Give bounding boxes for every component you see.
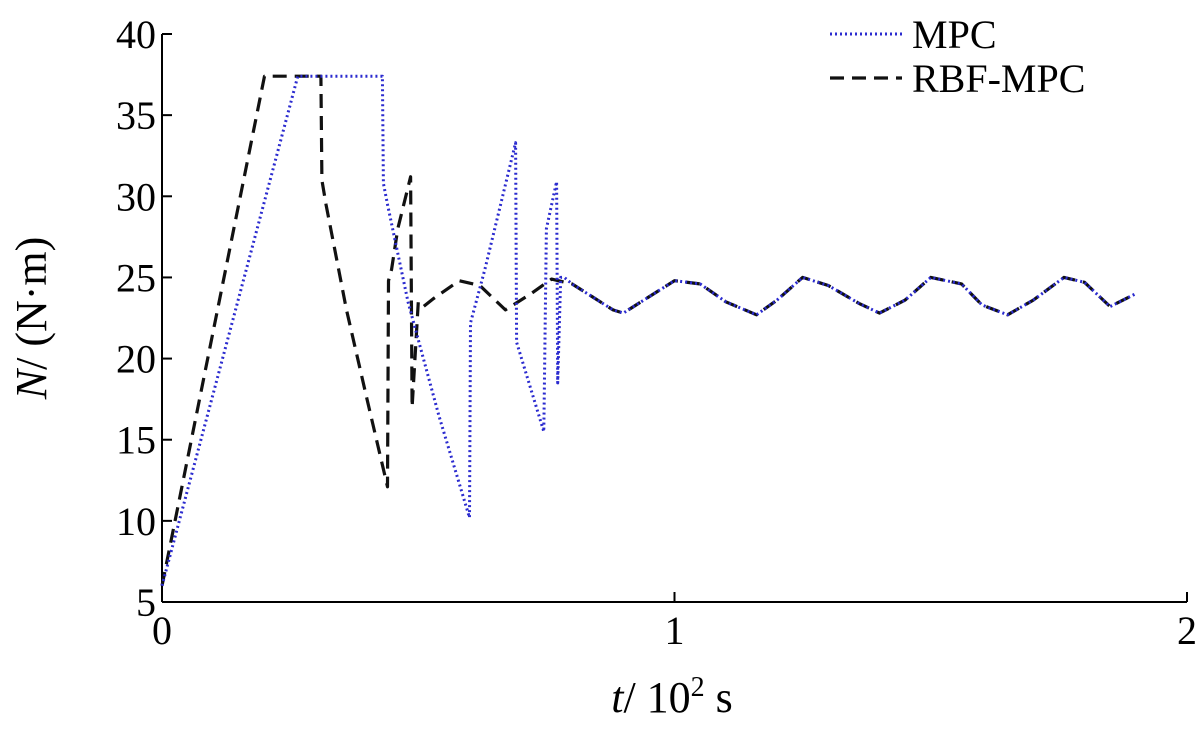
x-axis-unit: / 10 (623, 673, 690, 722)
y-tick-label: 30 (116, 174, 156, 219)
ticks: 5 10 15 20 25 30 35 40 0 1 2 (116, 12, 1197, 653)
legend-label-mpc: MPC (912, 12, 997, 57)
axes (161, 34, 1187, 603)
y-tick-label: 5 (136, 580, 156, 625)
x-tick-label: 0 (152, 608, 172, 653)
y-axis-title: N/ (N·m) (7, 237, 56, 401)
legend: MPC RBF-MPC (830, 12, 1085, 101)
series-layer (160, 74, 1137, 587)
x-axis-exponent: 2 (691, 672, 705, 703)
x-axis-title: t/ 102 s (611, 672, 733, 722)
y-tick-label: 20 (116, 337, 156, 382)
y-tick-label: 35 (116, 93, 156, 138)
y-axis-unit: / (N·m) (7, 237, 56, 370)
y-tick-label: 10 (116, 499, 156, 544)
y-axis-var: N (7, 367, 56, 400)
series-line-rbf-mpc (160, 74, 1137, 587)
legend-label-rbf-mpc: RBF-MPC (912, 56, 1085, 101)
x-axis-tail: s (705, 673, 733, 722)
y-tick-label: 15 (116, 418, 156, 463)
x-tick-label: 1 (665, 608, 685, 653)
y-tick-label: 40 (116, 12, 156, 57)
x-axis-var: t (611, 673, 625, 722)
series-line-mpc (160, 74, 1137, 587)
x-tick-label: 2 (1177, 608, 1197, 653)
y-tick-label: 25 (116, 255, 156, 300)
